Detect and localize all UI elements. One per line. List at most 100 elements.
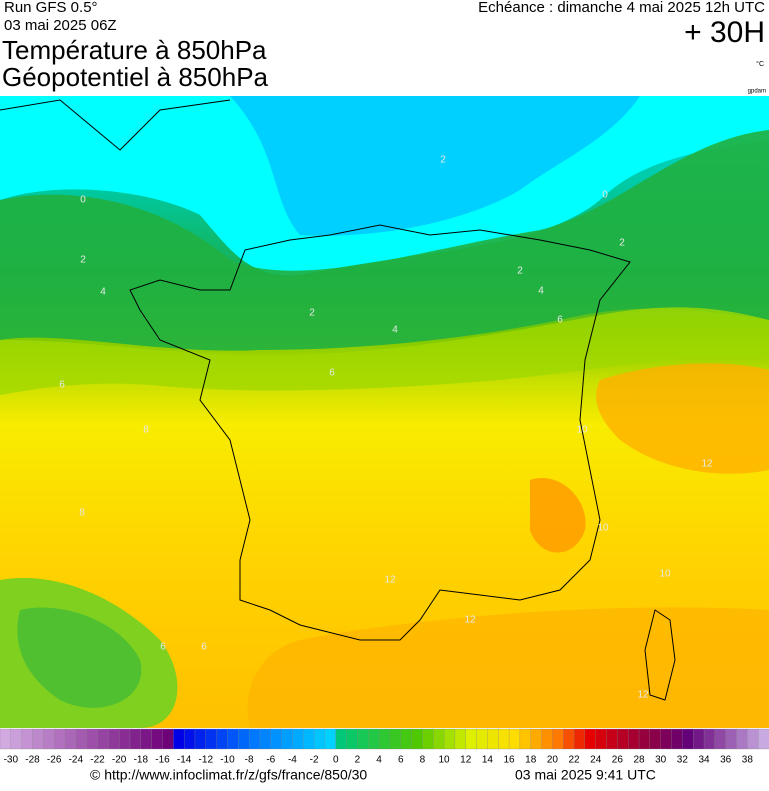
- colorbar-label: -12: [199, 755, 214, 766]
- colorbar-swatch: [465, 728, 478, 750]
- colorbar-label: 16: [503, 755, 515, 766]
- contour-label: 0: [80, 195, 86, 206]
- cold-core: [230, 96, 640, 236]
- colorbar-swatch: [259, 728, 272, 750]
- contour-label: 2: [309, 308, 315, 319]
- colorbar-swatch: [714, 728, 727, 750]
- colorbar-swatch: [43, 728, 55, 750]
- colorbar-swatch: [97, 728, 109, 750]
- colorbar-swatch: [86, 728, 99, 750]
- green-band: [0, 130, 769, 351]
- colorbar-swatch: [303, 728, 315, 750]
- colorbar-label: 20: [547, 755, 559, 766]
- contour-label: 12: [701, 459, 713, 470]
- colorbar-label: 38: [742, 755, 754, 766]
- colorbar-swatch: [129, 728, 142, 750]
- yellow-green-band: [0, 307, 769, 395]
- colorbar-swatch: [324, 728, 337, 750]
- contour-label: 2: [80, 255, 86, 266]
- colorbar-swatch: [725, 728, 738, 750]
- colorbar-label: 0: [333, 755, 339, 766]
- colorbar-swatch: [498, 728, 510, 750]
- contour-label: 8: [79, 508, 85, 519]
- colorbar-swatch: [649, 728, 662, 750]
- colorbar-swatch: [64, 728, 77, 750]
- colorbar-label: 14: [482, 755, 494, 766]
- colorbar-label: 34: [698, 755, 710, 766]
- colorbar-swatch: [281, 728, 294, 750]
- echeance: Echéance : dimanche 4 mai 2025 12h UTC: [478, 0, 765, 16]
- colorbar-label: -14: [177, 755, 192, 766]
- uk-coast: [0, 99, 231, 151]
- contour-label: 10: [576, 425, 588, 436]
- contour-label: 6: [329, 368, 335, 379]
- colorbar-swatch: [313, 728, 326, 750]
- colorbar-label: 26: [612, 755, 624, 766]
- colorbar-label: 30: [655, 755, 667, 766]
- colorbar-label: 24: [590, 755, 602, 766]
- colorbar-swatch: [530, 728, 543, 750]
- contour-label: 6: [59, 380, 65, 391]
- colorbar-label: -28: [25, 755, 40, 766]
- colorbar-swatch: [703, 728, 716, 750]
- contour-label: 0: [602, 190, 608, 201]
- colorbar-swatch: [693, 728, 705, 750]
- colorbar-swatch: [584, 728, 597, 750]
- colorbar-swatch: [443, 728, 456, 750]
- lead-time: + 30H: [684, 16, 765, 49]
- colorbar-swatch: [638, 728, 651, 750]
- colorbar-swatch: [541, 728, 554, 750]
- map: [0, 96, 769, 728]
- title-line2: Géopotentiel à 850hPa: [2, 62, 269, 92]
- colorbar-swatch: [400, 728, 413, 750]
- colorbar-swatch: [118, 728, 131, 750]
- colorbar-swatch: [32, 728, 44, 750]
- colorbar-label: -16: [155, 755, 170, 766]
- colorbar-label: -22: [90, 755, 105, 766]
- colorbar-swatch: [736, 728, 748, 750]
- colorbar-swatch: [433, 728, 445, 750]
- colorbar-swatch: [108, 728, 120, 750]
- colorbar-label: -26: [47, 755, 62, 766]
- colorbar-swatch: [194, 728, 207, 750]
- colorbar-swatch: [21, 728, 34, 750]
- colorbar-label: -24: [69, 755, 84, 766]
- contour-label: 6: [160, 642, 166, 653]
- colorbar-swatch: [682, 728, 694, 750]
- contour-label: 8: [143, 425, 149, 436]
- colorbar-swatch: [422, 728, 434, 750]
- colorbar-label: -10: [220, 755, 235, 766]
- colorbar-swatch: [671, 728, 684, 750]
- colorbar-label: 12: [460, 755, 472, 766]
- run: Run GFS 0.5°: [4, 0, 98, 16]
- colorbar-swatch: [595, 728, 608, 750]
- title-line1: Température à 850hPa: [2, 35, 267, 65]
- colorbar-swatch: [205, 728, 218, 750]
- warm-south: [247, 607, 769, 728]
- colorbar-swatch: [747, 728, 759, 750]
- colorbar-swatch: [248, 728, 261, 750]
- iberia-core: [17, 607, 142, 708]
- contour-label: 4: [538, 286, 544, 297]
- contour-label: 10: [597, 523, 609, 534]
- colorbar-label: 36: [720, 755, 732, 766]
- colorbar-label: 22: [568, 755, 580, 766]
- colorbar: -30 -28 -26 -24 -22 -20 -18 -16 -14 -12 -10 -8 -6 -4-…: [0, 728, 769, 766]
- warm-east: [596, 363, 769, 474]
- colorbar-swatch: [270, 728, 283, 750]
- credit: gpdam: [748, 89, 766, 95]
- colorbar-label: 8: [420, 755, 426, 766]
- colorbar-swatch: [10, 728, 23, 750]
- contour-label: 4: [392, 325, 398, 336]
- alps-warm: [530, 478, 586, 553]
- contour-label: 6: [201, 642, 207, 653]
- colorbar-swatch: [346, 728, 359, 750]
- colorbar-swatch: [552, 728, 564, 750]
- colorbar-swatch: [238, 728, 250, 750]
- colorbar-swatch: [173, 728, 185, 750]
- colorbar-label: 18: [525, 755, 537, 766]
- colorbar-label: -4: [288, 755, 297, 766]
- colorbar-swatch: [389, 728, 402, 750]
- colorbar-swatch: [227, 728, 239, 750]
